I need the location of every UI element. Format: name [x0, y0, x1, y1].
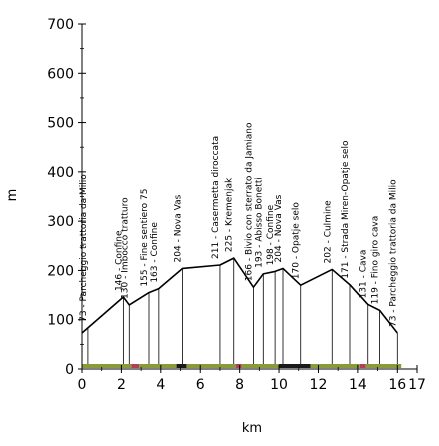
waypoint-label: 73 - Parcheggio trattoria da Milio [388, 179, 398, 327]
surface-bar [82, 364, 402, 368]
x-tick-label: 14 [349, 377, 367, 393]
waypoint-label: 130 - Imbocco tratturo [120, 197, 130, 299]
surface-segment [186, 364, 236, 368]
surface-segment [139, 364, 177, 368]
waypoint-label: 170 - Opatje selo [292, 202, 302, 280]
waypoint-label: 166 - Bivio con sterrato da Jamiano [244, 122, 254, 281]
profile-area-fill [82, 258, 398, 369]
waypoint-label: 225 - Kremenjak [225, 177, 235, 252]
elevation-profile [81, 257, 398, 369]
waypoint-label: 131 - Cava [359, 250, 369, 299]
axes: 0 100 200 300 400 500 600 700 0 2 4 6 8 10 12 14 16 17 [47, 17, 426, 393]
waypoint-label: 171 - Strada Miren-Opatje selo [341, 140, 351, 279]
x-tick-label: 8 [235, 377, 244, 393]
surface-segment [176, 364, 187, 368]
y-tick-label: 200 [47, 263, 74, 279]
waypoint-label: 119 - Fino giro cava [371, 216, 381, 305]
waypoint-label: 193 - Abisso Bonetti [254, 177, 264, 268]
waypoint-label: 163 - Confine [150, 222, 160, 283]
surface-segment [235, 364, 242, 368]
y-tick-label: 600 [47, 66, 74, 82]
x-tick-label: 2 [117, 377, 126, 393]
y-tick-label: 0 [65, 362, 74, 378]
y-axis-title: m [5, 189, 20, 202]
surface-segment [359, 364, 366, 368]
x-tick-label: 10 [270, 377, 288, 393]
x-axis-title: km [242, 421, 262, 436]
y-tick-label: 400 [47, 165, 74, 181]
x-tick-label: 4 [156, 377, 165, 393]
x-tick-label: 12 [310, 377, 328, 393]
y-tick-label: 500 [47, 116, 74, 132]
surface-segment [310, 364, 360, 368]
y-tick-label: 700 [47, 17, 74, 33]
y-tick-label: 300 [47, 214, 74, 230]
waypoint-label: 73 - Parcheggio trattoria da Milio [79, 174, 89, 322]
waypoint-label: 146 - Confine [114, 230, 124, 291]
surface-segment [241, 364, 280, 368]
surface-segment [365, 364, 402, 368]
surface-segment [131, 364, 140, 368]
x-tick-label: 16 [388, 377, 406, 393]
waypoint-label: 211 - Casermetta diroccata [211, 136, 221, 259]
waypoint-annotations: 73 - Parcheggio trattoria da Milio 146 - … [79, 122, 398, 364]
waypoint-label: 204 - Nova Vas [274, 194, 284, 262]
surface-segment [82, 364, 132, 368]
waypoint-label: 155 - Fine sentiero 75 [140, 189, 150, 287]
surface-segment [279, 364, 311, 368]
profile-line [81, 257, 398, 334]
y-tick-label: 100 [47, 313, 74, 329]
x-tick-label: 6 [196, 377, 205, 393]
waypoint-label: 198 - Confine [266, 204, 276, 265]
x-tick-label: 17 [408, 377, 426, 393]
waypoint-label: 204 - Nova Vas [174, 194, 184, 262]
waypoint-label: 202 - Culmine [323, 200, 333, 264]
x-tick-label: 0 [78, 377, 87, 393]
